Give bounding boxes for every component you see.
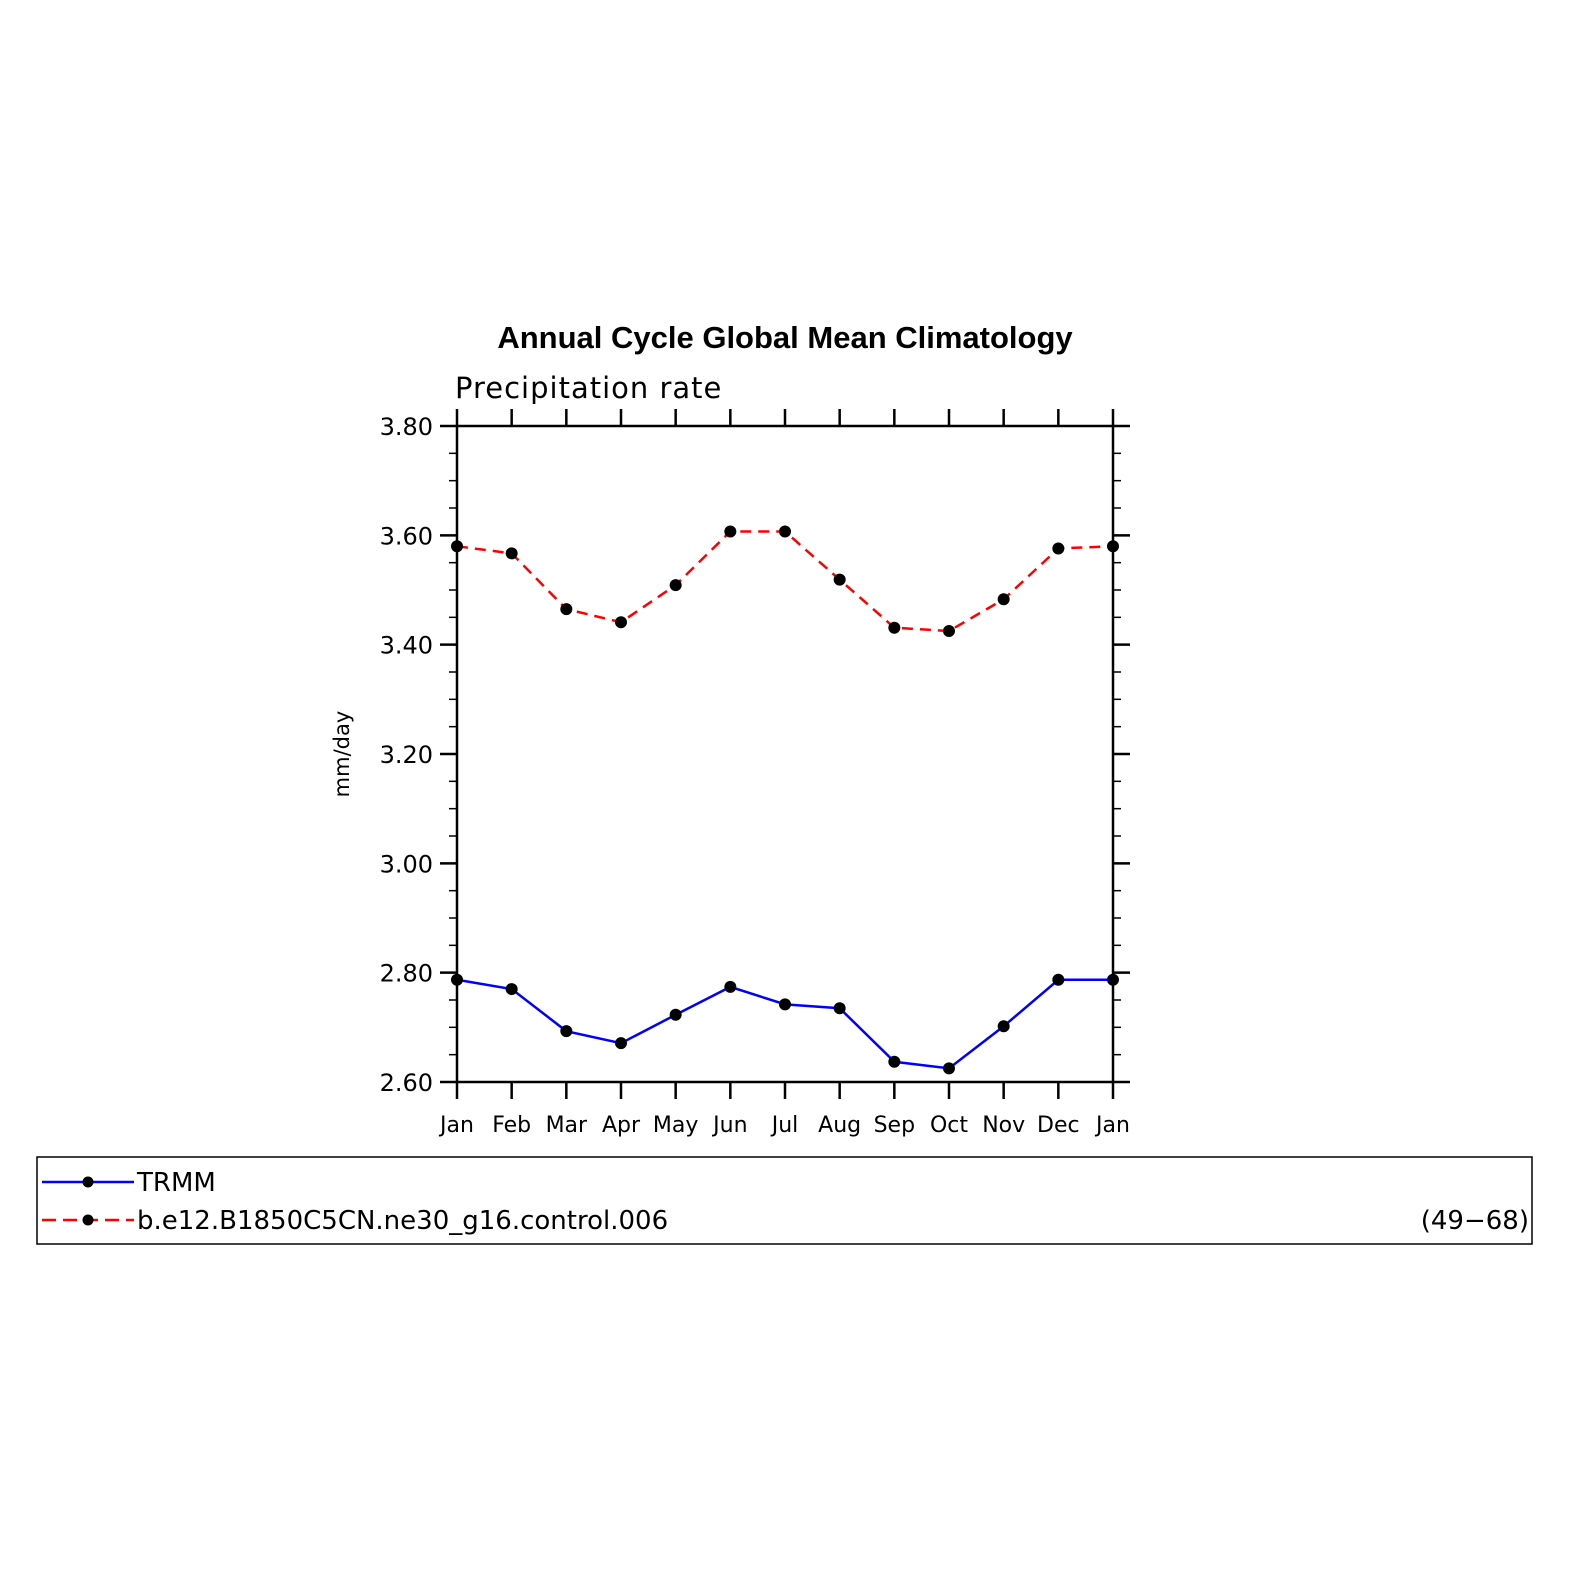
x-tick-label: Feb [492,1113,531,1138]
x-tick-label: Apr [602,1113,641,1138]
data-point-series-1 [943,625,955,637]
legend-box [36,1156,1533,1245]
data-point-series-1 [615,616,627,629]
data-point-series-1 [997,593,1010,606]
data-point-series-1 [724,525,737,538]
data-point-series-1 [833,573,846,586]
y-tick-label: 3.40 [380,632,433,660]
data-point-series-1 [1052,542,1065,555]
y-tick-label: 3.60 [380,522,433,550]
x-tick-label: Aug [818,1113,861,1138]
x-tick-label: Jan [1094,1113,1130,1138]
series-line-0 [456,978,1113,1070]
data-point-series-1 [888,621,901,634]
data-point-series-1 [505,547,518,560]
data-point-series-0 [451,973,463,986]
y-tick-label: 3.80 [380,413,433,441]
x-tick-label: Jul [770,1113,799,1138]
data-point-series-1 [669,579,682,592]
data-point-series-1 [1107,540,1119,553]
x-tick-label: Sep [874,1113,915,1138]
data-point-series-1 [451,540,463,553]
data-point-series-0 [888,1055,901,1068]
x-tick-label: Dec [1037,1113,1080,1138]
legend-entry-trmm: TRMM [136,1168,216,1198]
data-point-series-0 [833,1002,846,1015]
plot-frame [455,424,1115,1084]
y-tick-label: 3.00 [380,850,433,878]
data-point-series-0 [779,998,791,1011]
legend-year-range: (49−68) [1421,1206,1529,1236]
x-tick-label: Mar [546,1113,588,1138]
plot-area: 2.60 2.80 3.00 3.20 3.40 3.60 3.80 Jan Feb Mar Apr… [380,409,1130,1138]
series-line-1 [456,530,1114,633]
data-point-series-0 [997,1020,1010,1033]
x-tick-label: Oct [930,1113,968,1138]
data-point-series-0 [724,980,737,993]
data-point-series-0 [943,1062,955,1075]
data-point-series-1 [560,603,573,616]
chart-subtitle: Precipitation rate [455,371,722,405]
data-point-series-0 [1052,973,1065,986]
legend-marker-trmm [82,1176,94,1188]
y-tick-label: 2.60 [380,1069,433,1097]
y-axis-label: mm/day [330,711,354,798]
y-tick-label: 2.80 [380,960,433,988]
data-point-series-0 [505,983,518,996]
x-tick-label: May [653,1113,698,1138]
legend-marker-model [82,1214,94,1226]
data-point-series-0 [1107,973,1119,986]
data-point-series-1 [779,525,791,538]
chart-title: Annual Cycle Global Mean Climatology [497,320,1073,355]
data-point-series-0 [669,1008,682,1021]
y-tick-label: 3.20 [380,741,433,769]
legend-entry-model: b.e12.B1850C5CN.ne30_g16.control.006 [137,1206,668,1236]
data-point-series-0 [560,1025,573,1038]
data-point-series-0 [615,1037,627,1050]
x-tick-label: Jun [711,1113,747,1138]
legend: TRMM b.e12.B1850C5CN.ne30_g16.control.00… [36,1156,1533,1245]
x-tick-label: Jan [438,1113,474,1138]
x-tick-label: Nov [982,1113,1025,1138]
